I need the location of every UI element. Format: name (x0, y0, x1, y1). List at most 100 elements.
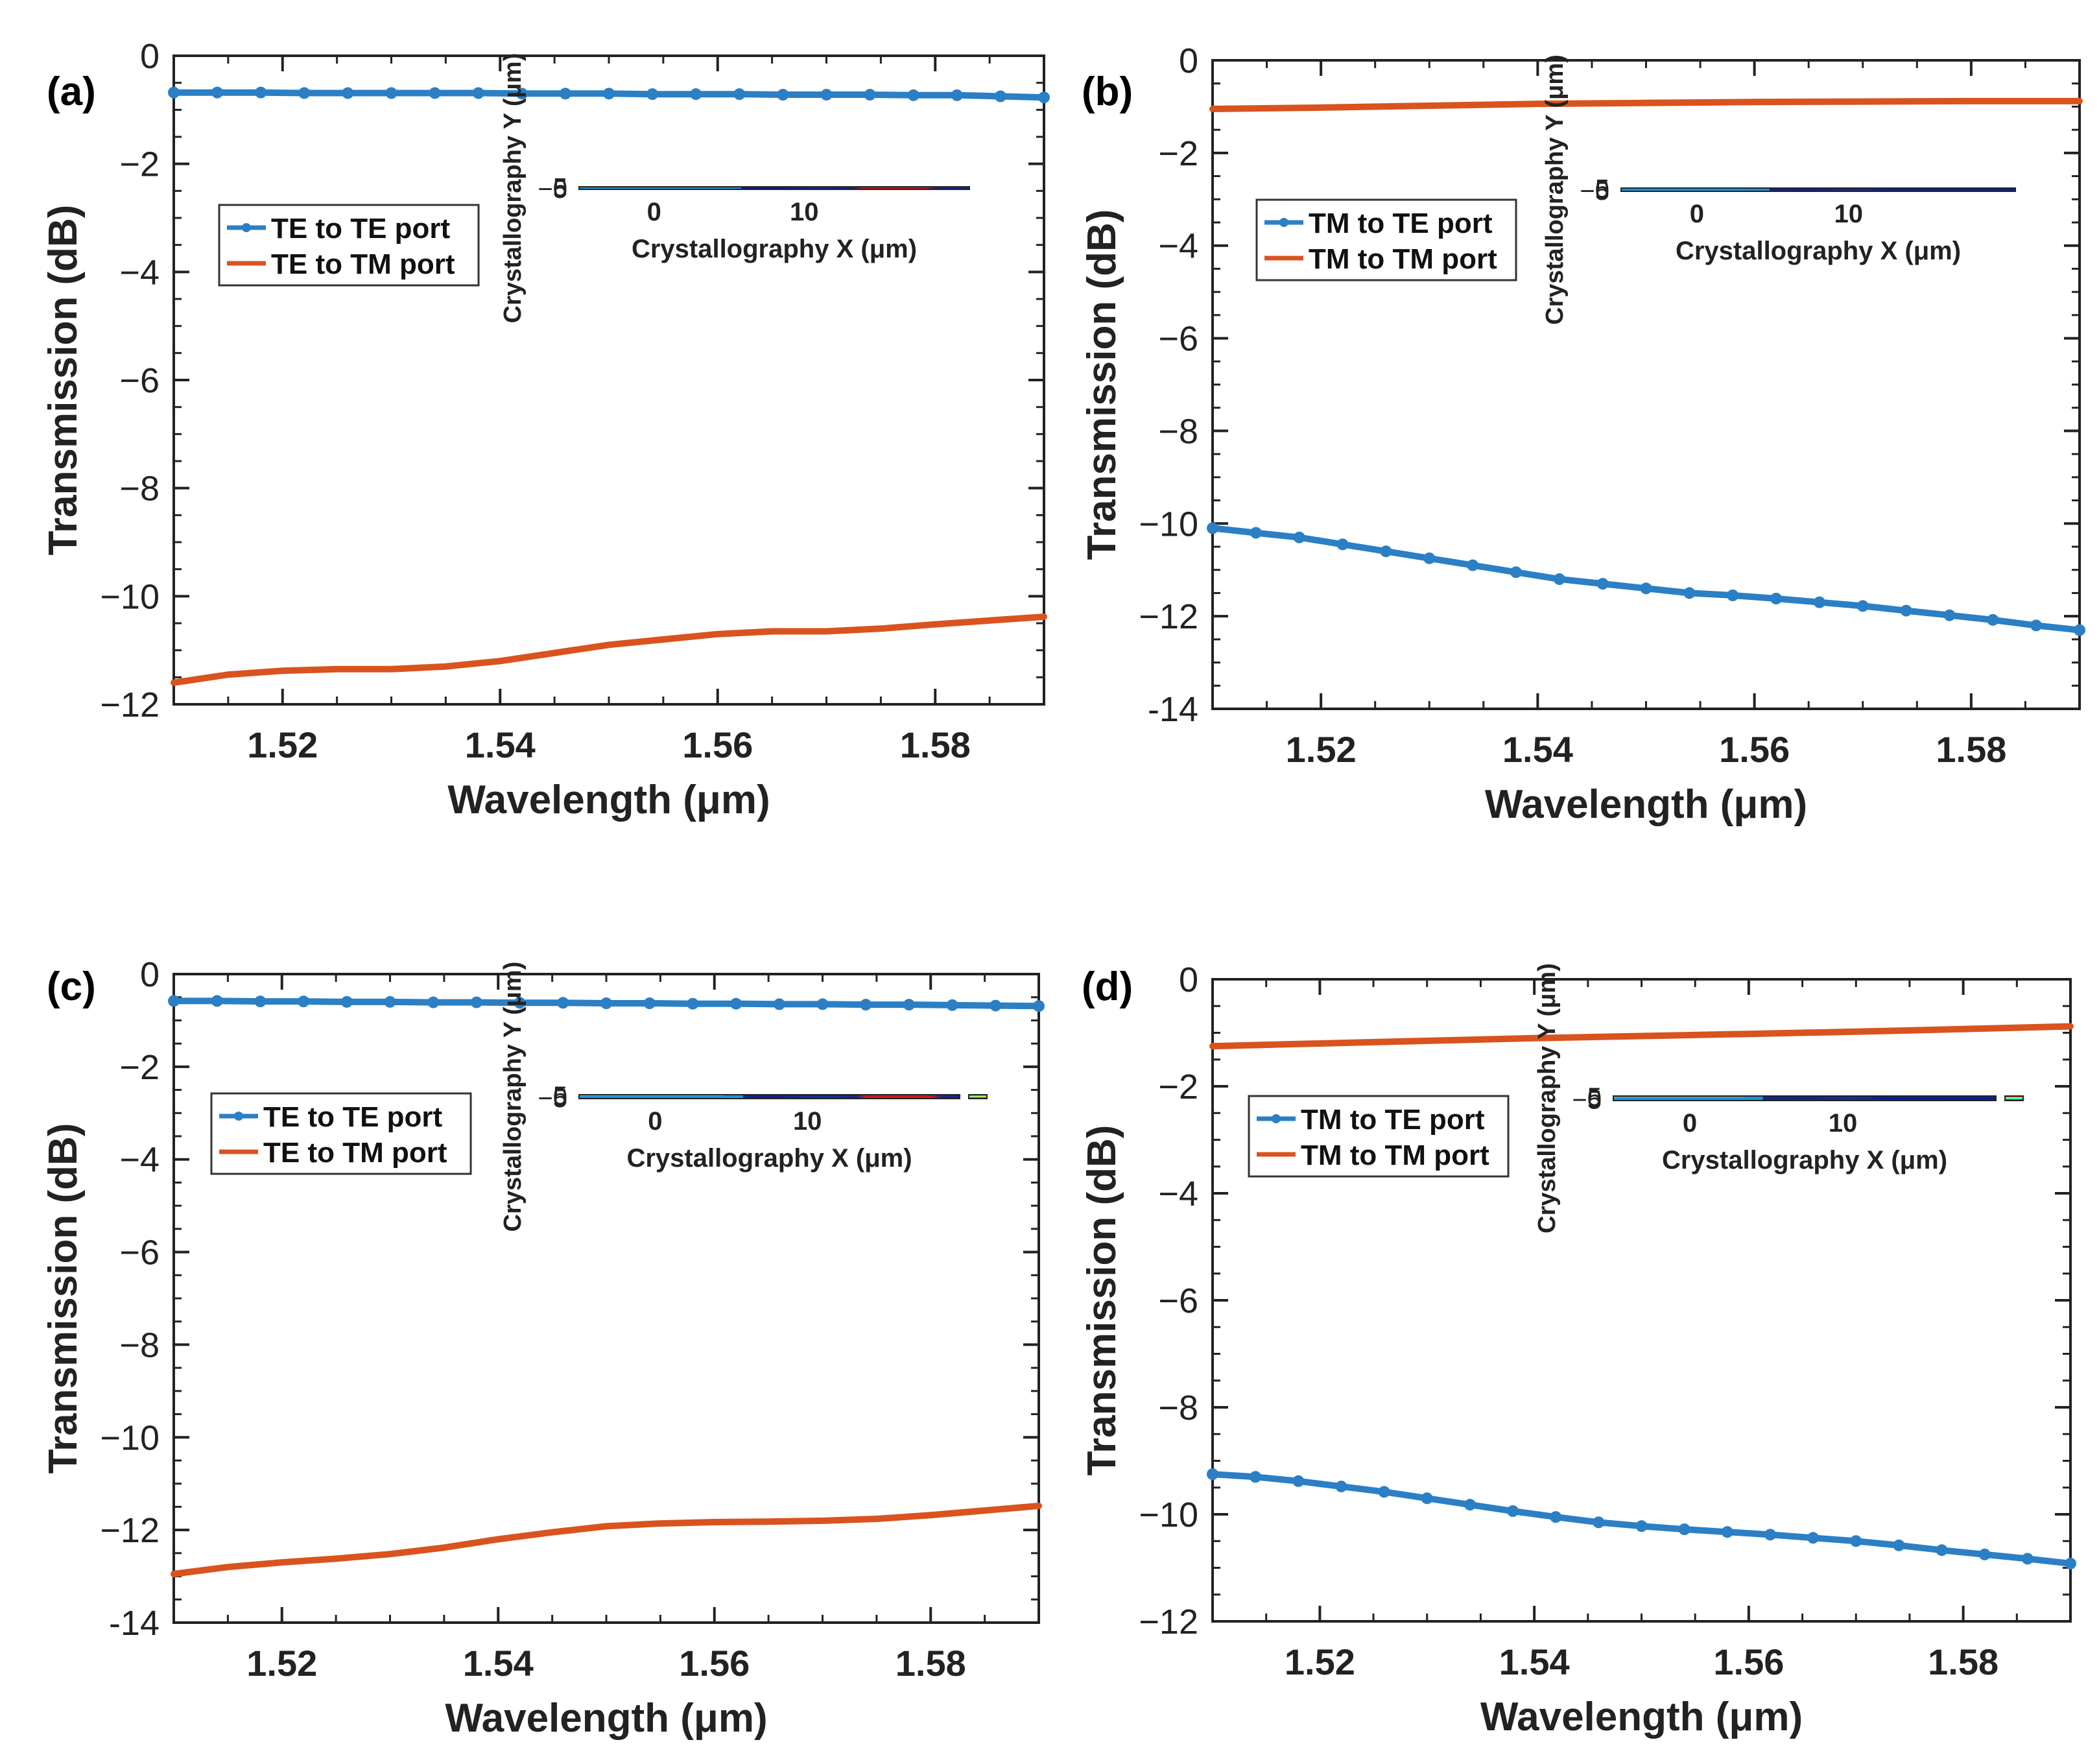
x-tick-label: 1.54 (1499, 1641, 1570, 1682)
panel-label: (d) (1082, 964, 1133, 1009)
field-background (579, 1095, 960, 1099)
y-tick-label: −4 (119, 253, 160, 292)
legend-swatch-marker (242, 223, 251, 232)
series-marker (168, 86, 180, 99)
inset-y-tick-label: 5 (1587, 1083, 1602, 1112)
inset-x-axis-title: Crystallography X (μm) (632, 235, 917, 263)
x-tick-label: 1.58 (1928, 1641, 1998, 1682)
inset-y-tick-label: 0 (553, 174, 567, 203)
x-tick-label: 1.58 (1936, 729, 2006, 770)
input-beam-halo (579, 187, 741, 189)
input-beam-halo (1621, 188, 1770, 191)
inset-y-axis-title: Crystallography Y (μm) (1534, 963, 1561, 1234)
x-axis-title: Wavelength (μm) (447, 778, 770, 822)
y-tick-label: −2 (1158, 134, 1198, 173)
series-marker (298, 995, 310, 1008)
legend-entry: TE to TE port (271, 213, 451, 244)
x-tick-label: 1.52 (1285, 1641, 1355, 1682)
series-marker (1678, 1523, 1690, 1536)
bend-core (1749, 188, 1884, 191)
field-map (579, 1095, 960, 1099)
side-spray (1820, 1097, 1996, 1099)
series-marker (470, 996, 482, 1008)
output-hotspot (855, 187, 934, 189)
legend-entry: TM to TM port (1301, 1139, 1489, 1171)
series-marker (255, 86, 267, 99)
y-tick-label: −2 (1158, 1067, 1198, 1106)
series-marker (2030, 619, 2043, 632)
x-axis-title: Wavelength (μm) (1480, 1695, 1803, 1739)
series-marker (690, 88, 702, 101)
x-tick-label: 1.52 (246, 1643, 317, 1684)
series-marker (860, 999, 872, 1011)
inset-x-tick-label: 0 (648, 1107, 662, 1136)
legend-box (210, 1092, 472, 1175)
series-line-te-to-tm-port (171, 614, 1047, 686)
series-marker (1033, 1000, 1045, 1012)
legend-box (1255, 198, 1517, 281)
series-marker (427, 996, 440, 1008)
series-marker (1510, 566, 1522, 578)
field-map (579, 187, 969, 189)
bend-core (1743, 1097, 1879, 1101)
series-marker (168, 995, 180, 1007)
inset-y-tick-label: −5 (1580, 177, 1609, 206)
input-beam (579, 1095, 724, 1096)
series-marker (514, 997, 526, 1009)
x-tick-label: 1.52 (1286, 729, 1357, 770)
series-line-tm-to-tm-port (1209, 97, 2083, 112)
series-marker (1038, 91, 1050, 104)
x-tick-label: 1.54 (1502, 729, 1573, 770)
series-marker (994, 90, 1006, 102)
y-tick-label: −10 (100, 577, 160, 616)
series-marker (1727, 590, 1739, 601)
panel-label: (a) (47, 69, 96, 114)
series-marker (1250, 527, 1262, 539)
y-axis-title: Transmission (dB) (41, 1123, 86, 1474)
x-tick-label: 1.54 (463, 1643, 534, 1684)
inset-y-tick-label: −5 (538, 175, 567, 204)
panel-label: (b) (1082, 69, 1133, 114)
series-marker (211, 86, 224, 99)
inset-y-axis-title: Crystallography Y (μm) (499, 53, 527, 324)
x-tick-label: 1.52 (247, 724, 318, 765)
y-tick-label: −4 (119, 1141, 160, 1180)
y-tick-label: −6 (119, 1234, 160, 1272)
series-marker (1593, 1516, 1605, 1529)
inset-x-axis-title: Crystallography X (μm) (626, 1144, 912, 1173)
series-marker (1987, 614, 1999, 626)
inset-y-tick-label: 0 (553, 1083, 567, 1112)
inset-y-axis-title: Crystallography Y (μm) (499, 962, 527, 1232)
series-marker (2074, 624, 2085, 636)
y-tick-label: −2 (119, 1048, 160, 1087)
y-tick-label: −12 (100, 685, 160, 724)
y-tick-label: −2 (119, 145, 160, 184)
series-marker (1292, 1475, 1305, 1487)
series-marker (1421, 1492, 1433, 1505)
inset-x-axis-title: Crystallography X (μm) (1662, 1146, 1947, 1174)
inset-y-tick-label: 5 (553, 1082, 567, 1110)
y-axis-title: Transmission (dB) (41, 205, 86, 556)
y-axis-title: Transmission (dB) (1080, 209, 1124, 560)
series-marker (1467, 559, 1479, 571)
series-marker (340, 995, 353, 1008)
series-marker (730, 997, 742, 1010)
x-tick-label: 1.56 (682, 724, 753, 765)
colorbar (968, 1094, 988, 1099)
series-marker (1770, 593, 1783, 604)
legend-entry: TE to TM port (271, 248, 455, 280)
series-line-tm-to-tm-port (1209, 1023, 2074, 1050)
inset-x-tick-label: 10 (1829, 1109, 1858, 1138)
inset-x-tick-label: 10 (1834, 200, 1864, 228)
series-marker (1640, 582, 1652, 595)
inset-label: (g) (596, 1041, 643, 1082)
inset-label: (e) (596, 132, 640, 173)
y-tick-label: 0 (140, 955, 160, 994)
series-marker (1378, 1486, 1390, 1498)
